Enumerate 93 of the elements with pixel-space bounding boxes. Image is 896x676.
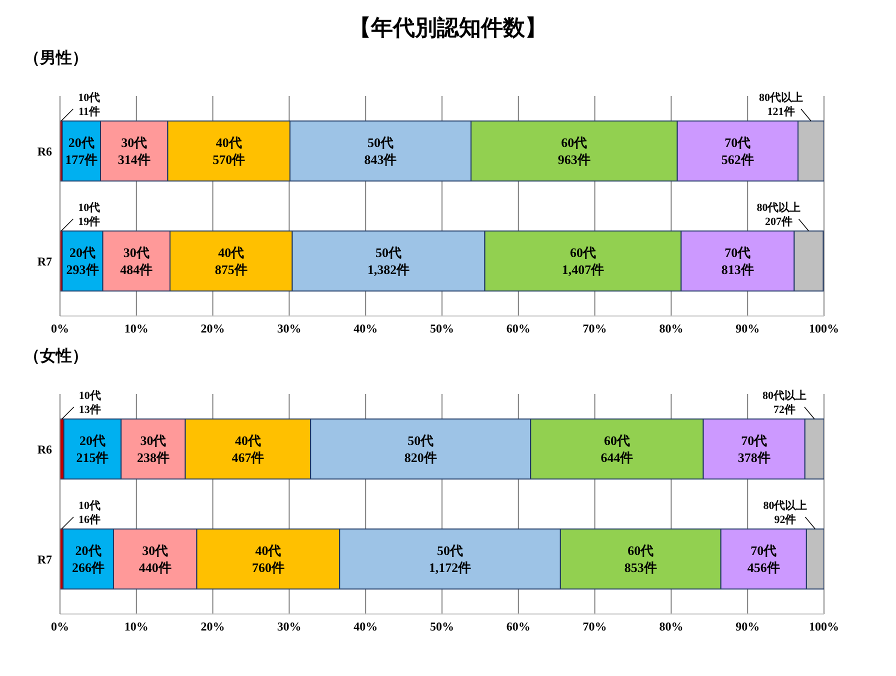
x-tick-label: 60% [506, 620, 530, 634]
annotation: 1,407件 [562, 262, 604, 277]
annotation: 121件 [767, 105, 795, 118]
annotation: 875件 [214, 262, 248, 277]
text: 20代 [79, 433, 106, 448]
series-label: 50代 [368, 135, 394, 150]
annotation: 570件 [212, 152, 246, 167]
x-tick-label: 0% [51, 322, 69, 336]
annotation: 1,172件 [428, 560, 472, 575]
annotation: 207件 [764, 215, 792, 228]
annotation: 760件 [252, 560, 284, 575]
annotation: 11件 [78, 105, 100, 118]
annotation: 92件 [774, 513, 796, 526]
annotation: 440件 [138, 560, 172, 575]
annotation: 19件 [78, 215, 100, 228]
chart-subtitle: （女性） [23, 346, 89, 366]
series-label: 20代 [68, 135, 94, 150]
x-tick-label: 50% [430, 322, 454, 336]
text: 80代以上 [763, 500, 808, 512]
x-tick-label: 30% [277, 322, 302, 336]
x-tick-label: 40% [354, 620, 378, 634]
annotation: 314件 [118, 152, 150, 167]
text: 30代 [142, 543, 168, 558]
series-label: 80代以上 [762, 389, 806, 402]
annotation: 456件 [747, 560, 780, 575]
annotation: 843件 [364, 152, 397, 167]
annotation: 215件 [76, 450, 109, 465]
x-tick-label: 100% [809, 322, 839, 336]
text: 70代 [750, 543, 777, 558]
series-label: 80代以上 [759, 91, 804, 104]
series-label: 60代 [561, 135, 588, 150]
annotation: 853件 [624, 560, 657, 575]
text: 20代 [70, 245, 96, 260]
text: 10代 [78, 500, 101, 512]
chart-title: 【年代別認知件数】 [348, 14, 548, 42]
x-tick-label: 20% [200, 620, 225, 634]
x-tick-label: 50% [430, 620, 454, 634]
y-tick-label: R6 [37, 442, 52, 456]
series-label: 30代 [140, 433, 166, 448]
annotation: 963件 [558, 152, 590, 167]
text: 40代 [218, 245, 244, 260]
annotation: 238件 [136, 450, 170, 465]
annotation: 467件 [232, 450, 264, 465]
annotation: 562件 [721, 152, 754, 167]
x-tick-label: 90% [736, 620, 760, 634]
series-label: 50代 [408, 433, 434, 448]
x-tick-label: 0% [51, 620, 69, 634]
text: 10代 [78, 390, 101, 402]
x-tick-label: 40% [354, 322, 378, 336]
text: 50代 [437, 543, 464, 558]
x-tick-label: 10% [124, 620, 148, 634]
annotation: 644件 [600, 450, 634, 465]
x-tick-label: 80% [659, 322, 684, 336]
text: 40代 [255, 543, 282, 558]
y-tick-label: R7 [37, 552, 52, 566]
text: 10代 [78, 202, 100, 214]
annotation: 813件 [721, 262, 754, 277]
series-label: 60代 [604, 433, 630, 448]
x-tick-label: 100% [809, 620, 839, 634]
annotation: 820件 [404, 450, 437, 465]
text: 80代以上 [756, 202, 801, 214]
x-tick-label: 90% [736, 322, 760, 336]
x-tick-label: 60% [506, 322, 530, 336]
annotation: 72件 [773, 403, 796, 416]
x-tick-label: 70% [582, 322, 607, 336]
text: 70代 [724, 245, 751, 260]
x-tick-label: 70% [582, 620, 607, 634]
text: 30代 [123, 245, 150, 260]
series-label: 70代 [741, 433, 768, 448]
series-label: 40代 [234, 433, 261, 448]
text: 10代 [78, 92, 100, 104]
annotation: 1,382件 [367, 262, 410, 277]
x-tick-label: 30% [277, 620, 302, 634]
text: 50代 [376, 245, 402, 260]
series-label: 40代 [216, 135, 242, 150]
x-tick-label: 20% [200, 322, 225, 336]
series-label: 30代 [121, 135, 148, 150]
text: 60代 [570, 245, 596, 260]
series-label: 70代 [724, 135, 751, 150]
annotation: 378件 [738, 450, 770, 465]
annotation: 177件 [65, 152, 98, 167]
x-tick-label: 80% [659, 620, 684, 634]
y-tick-label: R7 [37, 254, 52, 268]
chart-subtitle: （男性） [23, 48, 89, 68]
annotation: 16件 [78, 513, 101, 526]
annotation: 484件 [120, 262, 153, 277]
annotation: 13件 [78, 403, 101, 416]
annotation: 293件 [66, 262, 99, 277]
annotation: 266件 [72, 560, 105, 575]
x-tick-label: 10% [124, 322, 148, 336]
text: 60代 [628, 543, 654, 558]
y-tick-label: R6 [37, 144, 52, 158]
series-label: 20代 [75, 543, 102, 558]
